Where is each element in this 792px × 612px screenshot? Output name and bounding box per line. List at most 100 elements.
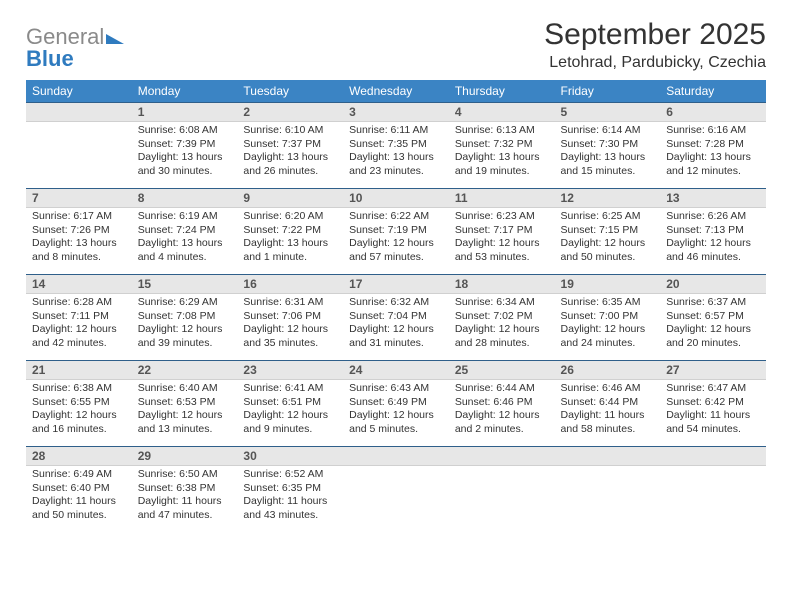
day-number: 29 bbox=[132, 446, 238, 466]
calendar-cell: 21Sunrise: 6:38 AMSunset: 6:55 PMDayligh… bbox=[26, 360, 132, 446]
day-details: Sunrise: 6:20 AMSunset: 7:22 PMDaylight:… bbox=[237, 208, 343, 271]
calendar-cell: 10Sunrise: 6:22 AMSunset: 7:19 PMDayligh… bbox=[343, 188, 449, 274]
logo: General Blue bbox=[26, 26, 124, 70]
calendar-week-row: 14Sunrise: 6:28 AMSunset: 7:11 PMDayligh… bbox=[26, 274, 766, 360]
day-number: 27 bbox=[660, 360, 766, 380]
day-number: . bbox=[660, 446, 766, 466]
day-number: 8 bbox=[132, 188, 238, 208]
day-number: . bbox=[343, 446, 449, 466]
calendar-cell: 2Sunrise: 6:10 AMSunset: 7:37 PMDaylight… bbox=[237, 102, 343, 188]
header-row: General Blue September 2025 Letohrad, Pa… bbox=[26, 18, 766, 72]
calendar-cell: 11Sunrise: 6:23 AMSunset: 7:17 PMDayligh… bbox=[449, 188, 555, 274]
day-number: 7 bbox=[26, 188, 132, 208]
day-details: Sunrise: 6:40 AMSunset: 6:53 PMDaylight:… bbox=[132, 380, 238, 443]
calendar-week-row: .1Sunrise: 6:08 AMSunset: 7:39 PMDayligh… bbox=[26, 102, 766, 188]
calendar-cell: 19Sunrise: 6:35 AMSunset: 7:00 PMDayligh… bbox=[555, 274, 661, 360]
day-number: 13 bbox=[660, 188, 766, 208]
calendar-cell: 14Sunrise: 6:28 AMSunset: 7:11 PMDayligh… bbox=[26, 274, 132, 360]
calendar-cell: 17Sunrise: 6:32 AMSunset: 7:04 PMDayligh… bbox=[343, 274, 449, 360]
calendar-cell: 8Sunrise: 6:19 AMSunset: 7:24 PMDaylight… bbox=[132, 188, 238, 274]
day-number: 10 bbox=[343, 188, 449, 208]
title-block: September 2025 Letohrad, Pardubicky, Cze… bbox=[544, 18, 766, 72]
day-number: 30 bbox=[237, 446, 343, 466]
day-details: Sunrise: 6:17 AMSunset: 7:26 PMDaylight:… bbox=[26, 208, 132, 271]
day-details: Sunrise: 6:35 AMSunset: 7:00 PMDaylight:… bbox=[555, 294, 661, 357]
calendar-week-row: 28Sunrise: 6:49 AMSunset: 6:40 PMDayligh… bbox=[26, 446, 766, 532]
day-number: 3 bbox=[343, 102, 449, 122]
day-number: 5 bbox=[555, 102, 661, 122]
day-details: Sunrise: 6:29 AMSunset: 7:08 PMDaylight:… bbox=[132, 294, 238, 357]
day-number: 11 bbox=[449, 188, 555, 208]
calendar-cell: 6Sunrise: 6:16 AMSunset: 7:28 PMDaylight… bbox=[660, 102, 766, 188]
location-subtitle: Letohrad, Pardubicky, Czechia bbox=[544, 54, 766, 72]
day-details: Sunrise: 6:32 AMSunset: 7:04 PMDaylight:… bbox=[343, 294, 449, 357]
day-details: Sunrise: 6:26 AMSunset: 7:13 PMDaylight:… bbox=[660, 208, 766, 271]
calendar-cell: 9Sunrise: 6:20 AMSunset: 7:22 PMDaylight… bbox=[237, 188, 343, 274]
day-number: 20 bbox=[660, 274, 766, 294]
calendar-cell: 23Sunrise: 6:41 AMSunset: 6:51 PMDayligh… bbox=[237, 360, 343, 446]
calendar-cell: . bbox=[343, 446, 449, 532]
day-details: Sunrise: 6:25 AMSunset: 7:15 PMDaylight:… bbox=[555, 208, 661, 271]
day-details: Sunrise: 6:11 AMSunset: 7:35 PMDaylight:… bbox=[343, 122, 449, 185]
day-details: Sunrise: 6:50 AMSunset: 6:38 PMDaylight:… bbox=[132, 466, 238, 529]
day-details: Sunrise: 6:43 AMSunset: 6:49 PMDaylight:… bbox=[343, 380, 449, 443]
day-number: 12 bbox=[555, 188, 661, 208]
calendar-cell: 18Sunrise: 6:34 AMSunset: 7:02 PMDayligh… bbox=[449, 274, 555, 360]
day-header: Wednesday bbox=[343, 80, 449, 102]
calendar-week-row: 21Sunrise: 6:38 AMSunset: 6:55 PMDayligh… bbox=[26, 360, 766, 446]
calendar-cell: 12Sunrise: 6:25 AMSunset: 7:15 PMDayligh… bbox=[555, 188, 661, 274]
day-details: Sunrise: 6:49 AMSunset: 6:40 PMDaylight:… bbox=[26, 466, 132, 529]
day-number: 2 bbox=[237, 102, 343, 122]
day-details: Sunrise: 6:08 AMSunset: 7:39 PMDaylight:… bbox=[132, 122, 238, 185]
day-details: Sunrise: 6:47 AMSunset: 6:42 PMDaylight:… bbox=[660, 380, 766, 443]
day-details: Sunrise: 6:44 AMSunset: 6:46 PMDaylight:… bbox=[449, 380, 555, 443]
calendar-cell: . bbox=[26, 102, 132, 188]
day-number: 28 bbox=[26, 446, 132, 466]
day-number: 9 bbox=[237, 188, 343, 208]
day-details: Sunrise: 6:46 AMSunset: 6:44 PMDaylight:… bbox=[555, 380, 661, 443]
day-details: Sunrise: 6:37 AMSunset: 6:57 PMDaylight:… bbox=[660, 294, 766, 357]
day-number: 23 bbox=[237, 360, 343, 380]
day-number: 18 bbox=[449, 274, 555, 294]
logo-triangle-icon bbox=[106, 34, 124, 44]
day-details: Sunrise: 6:16 AMSunset: 7:28 PMDaylight:… bbox=[660, 122, 766, 185]
day-details: Sunrise: 6:31 AMSunset: 7:06 PMDaylight:… bbox=[237, 294, 343, 357]
day-header: Monday bbox=[132, 80, 238, 102]
calendar-cell: . bbox=[555, 446, 661, 532]
day-header: Sunday bbox=[26, 80, 132, 102]
calendar-cell: 15Sunrise: 6:29 AMSunset: 7:08 PMDayligh… bbox=[132, 274, 238, 360]
day-number: 15 bbox=[132, 274, 238, 294]
logo-text: General Blue bbox=[26, 26, 124, 70]
day-details: Sunrise: 6:10 AMSunset: 7:37 PMDaylight:… bbox=[237, 122, 343, 185]
day-number: 4 bbox=[449, 102, 555, 122]
day-number: 21 bbox=[26, 360, 132, 380]
day-number: 25 bbox=[449, 360, 555, 380]
day-details: Sunrise: 6:52 AMSunset: 6:35 PMDaylight:… bbox=[237, 466, 343, 529]
day-header: Saturday bbox=[660, 80, 766, 102]
day-number: 24 bbox=[343, 360, 449, 380]
day-number: . bbox=[26, 102, 132, 122]
day-number: 17 bbox=[343, 274, 449, 294]
day-header-row: Sunday Monday Tuesday Wednesday Thursday… bbox=[26, 80, 766, 102]
calendar-cell: 28Sunrise: 6:49 AMSunset: 6:40 PMDayligh… bbox=[26, 446, 132, 532]
day-number: . bbox=[449, 446, 555, 466]
calendar-cell: . bbox=[449, 446, 555, 532]
day-details: Sunrise: 6:23 AMSunset: 7:17 PMDaylight:… bbox=[449, 208, 555, 271]
day-number: 16 bbox=[237, 274, 343, 294]
calendar-cell: 27Sunrise: 6:47 AMSunset: 6:42 PMDayligh… bbox=[660, 360, 766, 446]
logo-word2: Blue bbox=[26, 46, 74, 71]
day-number: 19 bbox=[555, 274, 661, 294]
calendar-cell: 3Sunrise: 6:11 AMSunset: 7:35 PMDaylight… bbox=[343, 102, 449, 188]
page-title: September 2025 bbox=[544, 18, 766, 52]
day-number: 14 bbox=[26, 274, 132, 294]
day-details: Sunrise: 6:13 AMSunset: 7:32 PMDaylight:… bbox=[449, 122, 555, 185]
day-number: 6 bbox=[660, 102, 766, 122]
day-number: . bbox=[555, 446, 661, 466]
calendar-week-row: 7Sunrise: 6:17 AMSunset: 7:26 PMDaylight… bbox=[26, 188, 766, 274]
day-header: Tuesday bbox=[237, 80, 343, 102]
day-number: 26 bbox=[555, 360, 661, 380]
day-details: Sunrise: 6:38 AMSunset: 6:55 PMDaylight:… bbox=[26, 380, 132, 443]
calendar-cell: 4Sunrise: 6:13 AMSunset: 7:32 PMDaylight… bbox=[449, 102, 555, 188]
calendar-cell: 16Sunrise: 6:31 AMSunset: 7:06 PMDayligh… bbox=[237, 274, 343, 360]
day-header: Friday bbox=[555, 80, 661, 102]
